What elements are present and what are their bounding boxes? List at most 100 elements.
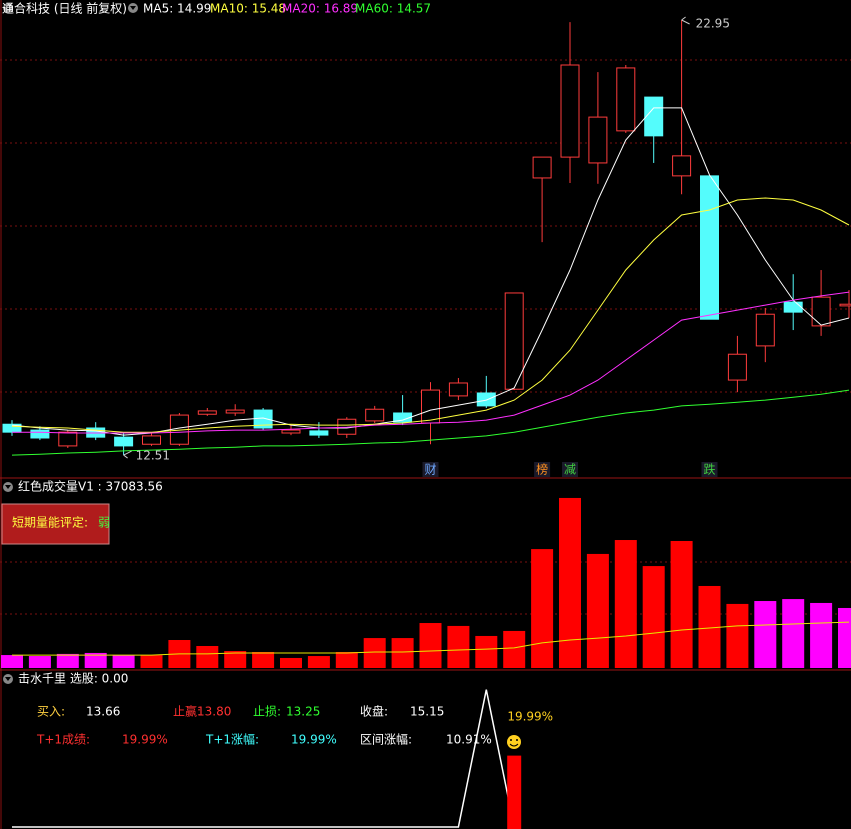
stat-label: 区间涨幅: (360, 732, 412, 747)
candle-body (365, 408, 385, 422)
candle-body (755, 313, 775, 347)
stat-value: 10.91% (446, 733, 492, 747)
volume-bar (252, 651, 275, 668)
volume-bar (28, 656, 51, 668)
stat-value: 13.66 (86, 705, 120, 719)
volume-bar (670, 540, 693, 668)
ma-line (11, 197, 850, 433)
candle-body (142, 435, 161, 445)
volume-bar (642, 566, 665, 668)
volume-bar (56, 653, 79, 668)
candle-body (811, 296, 831, 327)
candle-body (114, 436, 134, 447)
rating-box: 短期量能评定: 弱 (1, 503, 110, 545)
candle-body (281, 429, 301, 434)
legend-entry: MA20: 16.89 (282, 2, 358, 16)
signal-bg (562, 462, 578, 477)
stat-value: 15.15 (410, 705, 444, 719)
volume-bar (475, 635, 498, 668)
signal: 跌 (703, 462, 715, 477)
candle-body (476, 392, 496, 407)
candle-body (644, 96, 664, 137)
candle-body (448, 382, 468, 397)
signal-bg (422, 462, 439, 477)
legend-entry: MA5: 14.99 (143, 2, 211, 16)
volume-bar (335, 651, 358, 668)
volume-bar (196, 645, 219, 668)
volume-bar (782, 599, 805, 668)
volume-bar (838, 607, 851, 668)
rating-label: 短期量能评定: (12, 515, 88, 530)
candle-body (532, 156, 552, 179)
volume-bar (586, 553, 609, 668)
legend-entry: MA60: 14.57 (355, 2, 431, 16)
signal-bar (507, 755, 522, 829)
stat-label: T+1成绩: (36, 733, 90, 747)
signal-bg (534, 462, 551, 477)
panel-title: 红色成交量V1 : 37083.56 (18, 479, 163, 494)
candle-body (504, 292, 524, 390)
signal: 榜 (536, 462, 548, 477)
stat-label: 止赢: (173, 704, 201, 719)
signal-bg (701, 462, 718, 477)
candle-body (393, 412, 413, 423)
volume-bar (307, 656, 330, 668)
stat-value: 19.99% (122, 733, 168, 747)
volume-bar (726, 603, 749, 668)
panel-icons (3, 3, 138, 684)
signal: 减 (564, 463, 576, 477)
smiley-eye (516, 739, 518, 741)
smiley-face (507, 735, 521, 749)
candle-body (700, 175, 719, 320)
menu-arrow (5, 6, 11, 10)
candle-body (30, 429, 50, 439)
stat-label: 收盘: (360, 704, 388, 719)
volume-bar (84, 652, 107, 668)
rating-bg (1, 503, 110, 545)
menu-arrow (5, 485, 11, 489)
volume-bar (224, 651, 247, 668)
volume-bar (754, 601, 777, 668)
candle-body (616, 67, 636, 132)
smiley-mouth (509, 743, 519, 747)
volume-bar (559, 497, 581, 668)
candle-body (672, 155, 692, 177)
volume-bar (112, 655, 135, 668)
menu-arrow (130, 6, 136, 10)
volume-bar (280, 657, 302, 668)
candle-body (560, 64, 580, 158)
volume-bar (698, 585, 721, 668)
candle-body (225, 409, 245, 414)
bar-label: 19.99% (507, 710, 553, 724)
smiley-eye (510, 739, 512, 741)
volume-bar (531, 549, 554, 668)
smiley (507, 735, 521, 749)
signal-line (12, 689, 515, 828)
ma-line (12, 291, 850, 434)
volume-bar (363, 638, 386, 668)
volume-bar (503, 630, 526, 668)
legend-entry: MA10: 15.48 (210, 2, 286, 16)
candle-body (839, 303, 851, 307)
menu-arrow (5, 677, 11, 681)
volume-bar (614, 540, 637, 668)
volume-bar (140, 655, 163, 668)
volume-bar (447, 625, 470, 668)
candle-body (727, 353, 747, 381)
panel-title: 击水千里 选股: 0.00 (18, 672, 128, 686)
ma-line (11, 389, 850, 456)
stat-label: 买入: (37, 705, 65, 719)
candle-body (421, 389, 440, 424)
low-pointer (123, 450, 132, 459)
volume-bar (391, 638, 414, 668)
stat-label: 止损: (253, 705, 281, 719)
volume-bar (419, 623, 442, 668)
candle-body (309, 430, 329, 436)
stat-label: T+1涨幅: (205, 732, 259, 747)
signal: 财 (424, 463, 436, 477)
chart-title: 通合科技 (日线 前复权) (2, 1, 127, 16)
volume-bar (810, 602, 833, 668)
stat-value: 13.80 (197, 705, 231, 719)
candle-body (58, 431, 78, 447)
